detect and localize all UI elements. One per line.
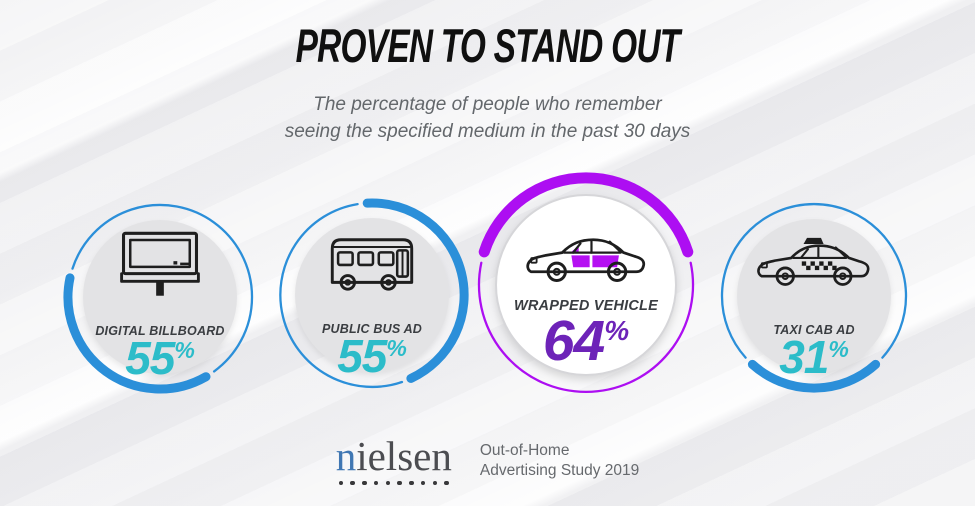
brand-dot [350, 480, 355, 486]
brand-dot [373, 480, 379, 486]
stat-card-digital-billboard: DIGITAL BILLBOARD 55 % [60, 197, 260, 397]
taxi-cab-icon [757, 237, 870, 286]
brand-dot [444, 480, 449, 486]
progress-ring [63, 203, 254, 394]
ring-thin-arc [720, 202, 908, 359]
percent-sign: % [174, 337, 195, 363]
subtitle-line-2: seeing the specified medium in the past … [284, 120, 691, 142]
nielsen-logo: nielsen [336, 436, 452, 486]
subtitle-line-1: The percentage of people who remember [313, 94, 662, 115]
ring-thin-arc [279, 202, 404, 389]
taxi-checker-band [801, 261, 837, 271]
percent-sign: % [604, 315, 630, 346]
ring-thick-arc [63, 273, 211, 394]
public-bus-icon [330, 238, 414, 291]
footer: nielsen Out-of-Home Advertising Study 20… [0, 436, 975, 486]
wrap-rear-door [571, 255, 590, 268]
card-label: PUBLIC BUS AD [321, 322, 423, 336]
card-value: 64 % [471, 309, 701, 373]
brand-dot [338, 480, 344, 486]
brand-dot [409, 480, 414, 486]
percent-number: 31 [779, 331, 829, 383]
brand-dot [432, 480, 438, 486]
ring-thick-arc [362, 198, 469, 383]
nielsen-dots [336, 480, 452, 486]
page-subtitle: The percentage of people who remember se… [0, 92, 975, 146]
card-label: WRAPPED VEHICLE [514, 298, 658, 314]
digital-billboard-icon [120, 231, 200, 296]
card-label: TAXI CAB AD [773, 323, 855, 337]
wrap-front-door [592, 255, 619, 268]
percent-sign: % [386, 335, 407, 361]
stat-card-taxi-cab-ad: TAXI CAB AD 31 % [714, 196, 914, 396]
percent-sign: % [828, 336, 849, 362]
card-value: 55 % [272, 330, 472, 382]
progress-ring [477, 172, 695, 393]
ring-thick-arc [478, 172, 694, 258]
card-value: 55 % [60, 332, 260, 384]
card-label: DIGITAL BILLBOARD [95, 324, 225, 338]
brand-dot [385, 480, 391, 486]
percent-number: 55 [337, 330, 387, 382]
ring-thick-arc [747, 359, 881, 393]
source-line-2: Advertising Study 2019 [479, 462, 640, 480]
progress-ring [720, 202, 908, 393]
card-value: 31 % [714, 331, 914, 383]
card-disc [83, 220, 237, 374]
brand-dot [362, 480, 367, 486]
study-source: Out-of-Home Advertising Study 2019 [480, 441, 639, 481]
source-line-1: Out-of-Home [479, 442, 570, 460]
card-disc [737, 219, 891, 373]
percent-number: 64 [542, 309, 605, 373]
brand-dot [420, 480, 426, 486]
stat-card-wrapped-vehicle: WRAPPED VEHICLE 64 % [471, 170, 701, 400]
ring-thin-arc [71, 203, 254, 373]
card-disc [495, 194, 677, 376]
wordmark-first-letter: n [335, 433, 357, 479]
nielsen-wordmark: nielsen [336, 436, 452, 477]
page-title: PROVEN TO STAND OUT [295, 19, 681, 73]
stat-card-public-bus-ad: PUBLIC BUS AD 55 % [272, 195, 472, 395]
wordmark-rest: ielsen [356, 433, 452, 479]
taxi-roof-sign [803, 237, 824, 244]
percent-number: 55 [125, 332, 175, 384]
ring-thin-arc [477, 261, 695, 393]
wrapped-vehicle-icon [526, 238, 646, 282]
brand-dot [397, 480, 402, 486]
